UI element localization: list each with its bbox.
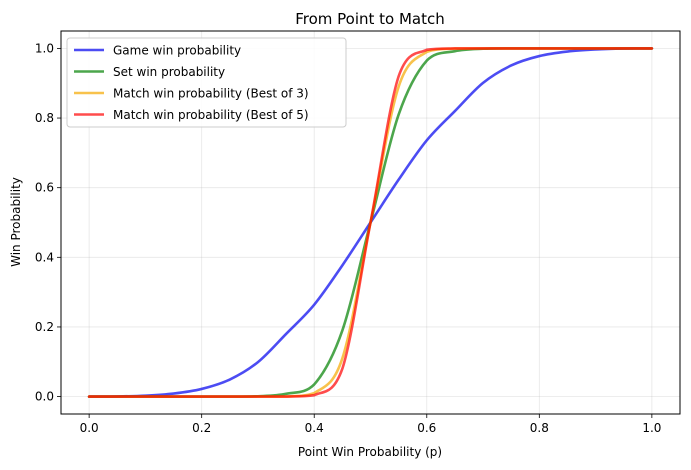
y-tick-label: 0.0 xyxy=(35,390,54,404)
x-tick-label: 0.4 xyxy=(305,421,324,435)
x-tick-label: 0.8 xyxy=(530,421,549,435)
x-axis-ticks: 0.0 0.2 0.4 0.6 0.8 1.0 xyxy=(80,414,661,435)
legend-label: Match win probability (Best of 3) xyxy=(113,87,309,101)
y-tick-label: 0.8 xyxy=(35,111,54,125)
legend-box xyxy=(66,37,347,128)
y-tick-label: 0.2 xyxy=(35,320,54,334)
y-tick-label: 0.6 xyxy=(35,181,54,195)
legend-label: Game win probability xyxy=(113,44,241,58)
data-series-group xyxy=(87,47,654,398)
legend-items: Game win probability Set win probability M… xyxy=(74,44,309,122)
x-axis-label: Point Win Probability (p) xyxy=(298,445,442,459)
x-tick-label: 0.2 xyxy=(192,421,211,435)
x-tick-label: 1.0 xyxy=(642,421,661,435)
y-tick-label: 1.0 xyxy=(35,41,54,55)
y-tick-label: 0.4 xyxy=(35,250,54,264)
series-line-match-win-probability-best-of-5 xyxy=(87,47,654,398)
chart-title: From Point to Match xyxy=(295,10,445,28)
x-tick-label: 0.0 xyxy=(80,421,99,435)
y-axis-label: Win Probability xyxy=(9,177,23,267)
legend-label: Match win probability (Best of 5) xyxy=(113,108,309,122)
legend-label: Set win probability xyxy=(113,65,225,79)
plot-frame xyxy=(60,30,681,415)
legend: Game win probability Set win probability M… xyxy=(66,37,347,128)
x-tick-label: 0.6 xyxy=(417,421,436,435)
y-axis-ticks: 0.0 0.2 0.4 0.6 0.8 1.0 xyxy=(35,41,61,404)
